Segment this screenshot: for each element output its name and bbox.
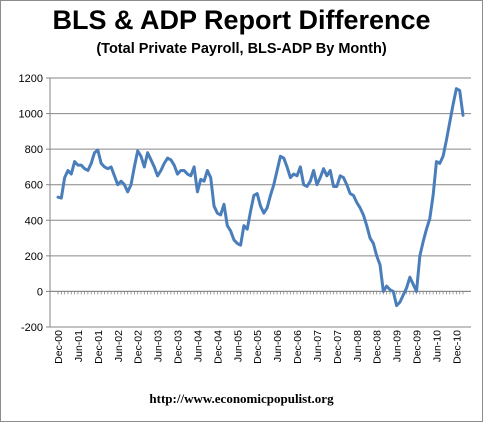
x-tick-label: Dec-05 — [252, 330, 264, 364]
x-tick-label: Jun-01 — [73, 330, 85, 362]
y-tick-label: 0 — [37, 286, 43, 298]
x-tick-label: Jun-07 — [312, 330, 324, 362]
x-tick-label: Dec-04 — [212, 330, 224, 364]
y-tick-label: 1200 — [19, 73, 43, 85]
x-tick-label: Jun-09 — [392, 330, 404, 362]
x-tick-label: Jun-10 — [431, 330, 443, 362]
x-tick-label: Dec-08 — [372, 330, 384, 364]
x-tick-label: Dec-09 — [412, 330, 424, 364]
y-tick-label: 600 — [25, 180, 43, 192]
y-tick-labels: -200 0 200 400 600 800 1000 1200 — [19, 73, 43, 334]
y-tick-label: 1000 — [19, 109, 43, 121]
source-url: http://www.economicpopulist.org — [149, 391, 334, 406]
x-tick-label: Jun-05 — [232, 330, 244, 362]
y-tick-label: -200 — [21, 322, 43, 334]
x-tick-label: Dec-01 — [93, 330, 105, 364]
chart-title: BLS & ADP Report Difference — [52, 5, 431, 35]
series-line — [56, 87, 465, 308]
x-tick-label: Jun-02 — [113, 330, 125, 362]
x-tick-label: Dec-06 — [292, 330, 304, 364]
x-tick-label: Jun-08 — [352, 330, 364, 362]
y-tick-label: 400 — [25, 215, 43, 227]
x-tick-labels: Dec-00 Jun-01 Dec-01 Jun-02 Dec-02 Jun-03 Dec-… — [53, 330, 463, 364]
y-tick-label: 200 — [25, 251, 43, 263]
axes — [46, 77, 471, 328]
x-tick-label: Jun-06 — [272, 330, 284, 362]
x-tick-label: Dec-03 — [173, 330, 185, 364]
x-tick-label: Jun-03 — [153, 330, 165, 362]
x-tick-label: Jun-04 — [192, 330, 204, 362]
x-tick-label: Dec-00 — [53, 330, 65, 364]
chart-subtitle: (Total Private Payroll, BLS-ADP By Month… — [96, 41, 387, 57]
series-layer — [56, 87, 465, 308]
x-tick-label: Dec-10 — [451, 330, 463, 364]
y-tick-label: 800 — [25, 144, 43, 156]
x-tick-label: Dec-02 — [133, 330, 145, 364]
x-tick-label: Dec-07 — [332, 330, 344, 364]
